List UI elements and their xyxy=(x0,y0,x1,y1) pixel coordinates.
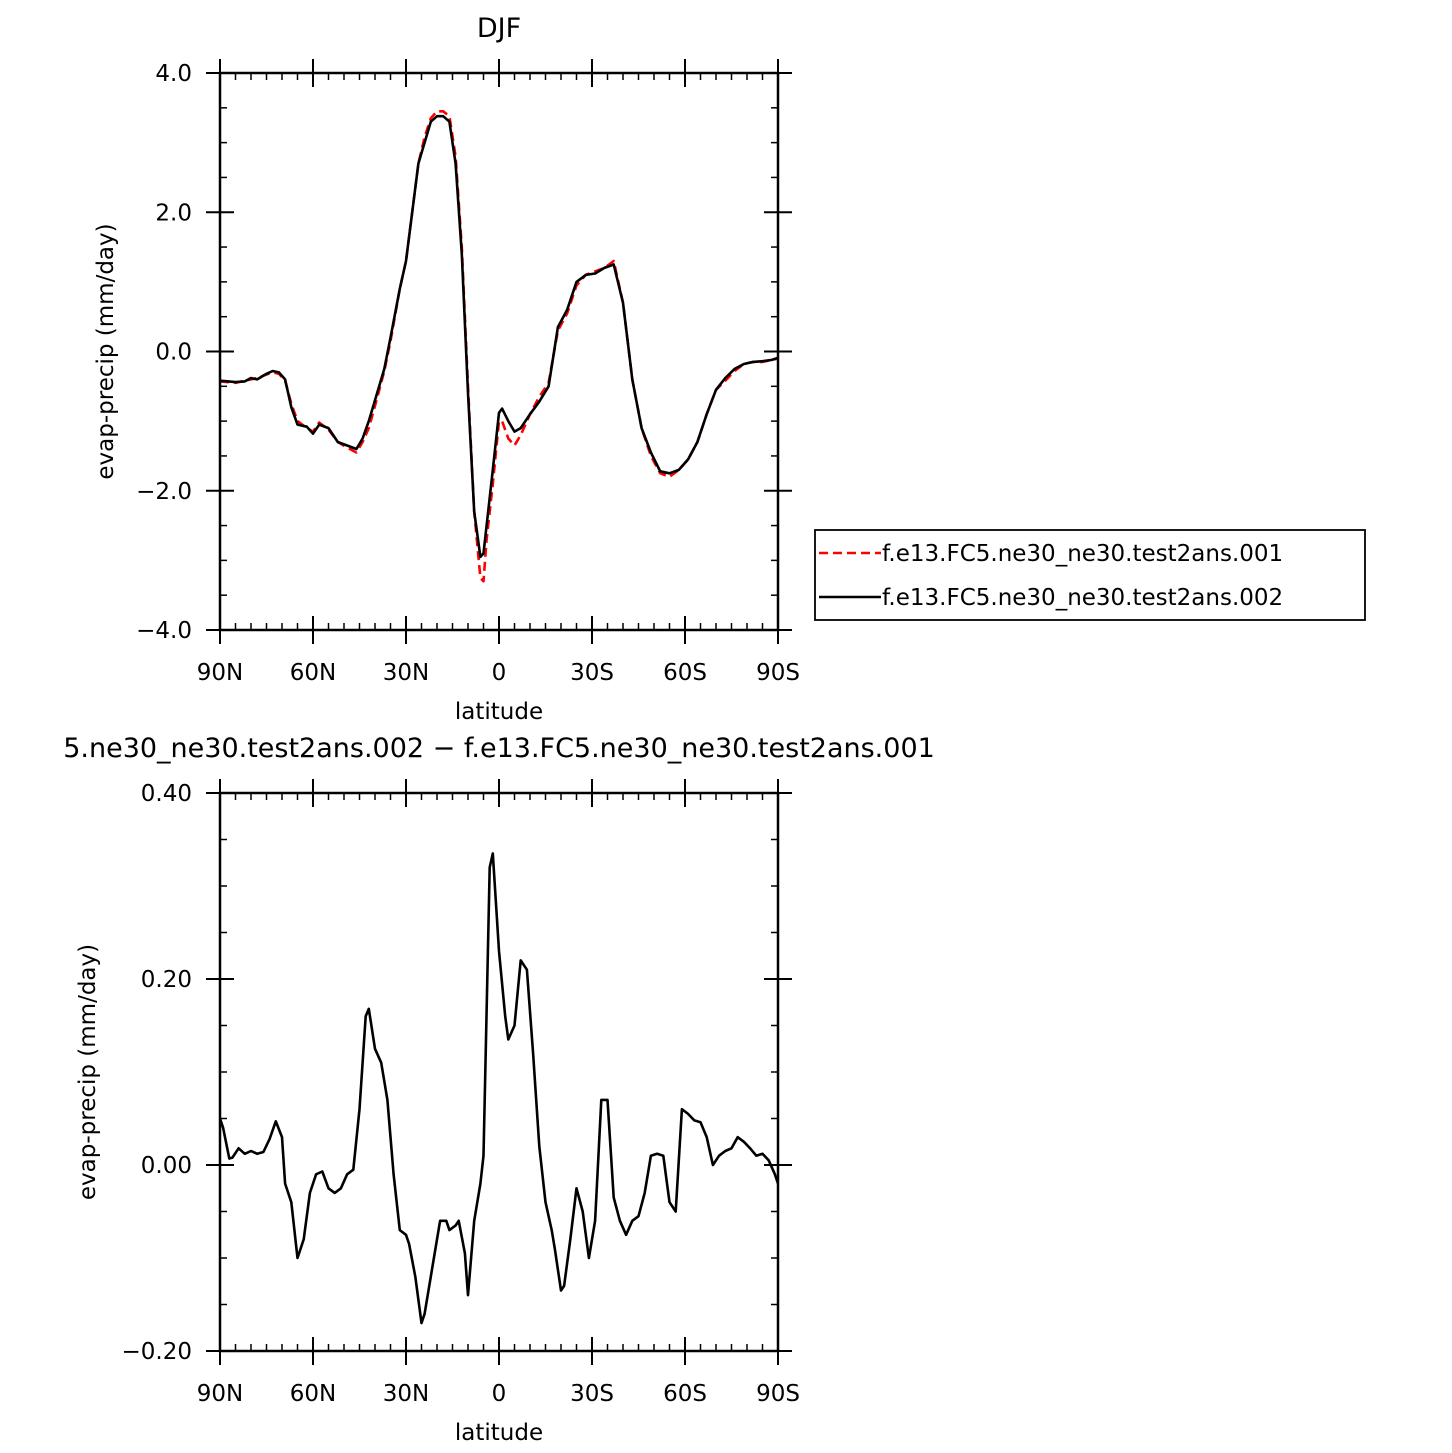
series-line-2 xyxy=(220,114,778,559)
x-tick-label: 30S xyxy=(570,1381,614,1407)
y-tick-label: 2.0 xyxy=(155,200,192,226)
y-tick-label: 0.40 xyxy=(141,781,192,807)
x-tick-label: 60N xyxy=(290,660,336,686)
x-tick-label: 90S xyxy=(756,660,800,686)
series-line-1 xyxy=(220,852,778,1325)
plot-frame xyxy=(218,71,780,632)
y-tick-label: 0.0 xyxy=(155,340,192,366)
y-tick-label: −2.0 xyxy=(136,479,192,505)
x-tick-label: 60N xyxy=(290,1381,336,1407)
x-tick-label: 30N xyxy=(383,1381,429,1407)
series-group xyxy=(220,110,778,583)
x-tick-label: 90N xyxy=(197,1381,243,1407)
legend-label-1: f.e13.FC5.ne30_ne30.test2ans.001 xyxy=(882,541,1283,567)
x-tick-label: 0 xyxy=(492,660,507,686)
x-axis-label: latitude xyxy=(455,699,543,725)
series-line-1 xyxy=(220,110,778,583)
plot-frame xyxy=(218,791,780,1353)
x-tick-label: 60S xyxy=(663,660,707,686)
x-tick-label: 30S xyxy=(570,660,614,686)
legend-label-2: f.e13.FC5.ne30_ne30.test2ans.002 xyxy=(882,585,1283,611)
y-tick-label: 4.0 xyxy=(155,61,192,87)
x-tick-label: 0 xyxy=(492,1381,507,1407)
legend-box xyxy=(814,529,1366,621)
x-tick-label: 90N xyxy=(197,660,243,686)
x-tick-label: 90S xyxy=(756,1381,800,1407)
y-axis-label: evap-precip (mm/day) xyxy=(75,944,101,1200)
y-axis-label: evap-precip (mm/day) xyxy=(93,223,119,479)
series-group xyxy=(220,852,778,1325)
y-tick-label: −4.0 xyxy=(136,618,192,644)
x-axis-label: latitude xyxy=(455,1420,543,1446)
x-tick-label: 60S xyxy=(663,1381,707,1407)
chart-panel-1: DJF −4.0 −2.0 0.0 2.0 4.0 90N 60N 30N 0 30S 60S 90S l… xyxy=(93,13,1366,725)
legend: f.e13.FC5.ne30_ne30.test2ans.001 f.e13.FC… xyxy=(814,529,1366,621)
x-tick-label: 30N xyxy=(383,660,429,686)
chart-title: 5.ne30_ne30.test2ans.002 − f.e13.FC5.ne3… xyxy=(63,733,935,764)
y-tick-label: −0.20 xyxy=(122,1339,192,1365)
chart-title: DJF xyxy=(477,13,521,44)
chart-panel-2: 5.ne30_ne30.test2ans.002 − f.e13.FC5.ne3… xyxy=(63,733,935,1446)
y-tick-label: 0.00 xyxy=(141,1153,192,1179)
y-tick-label: 0.20 xyxy=(141,967,192,993)
